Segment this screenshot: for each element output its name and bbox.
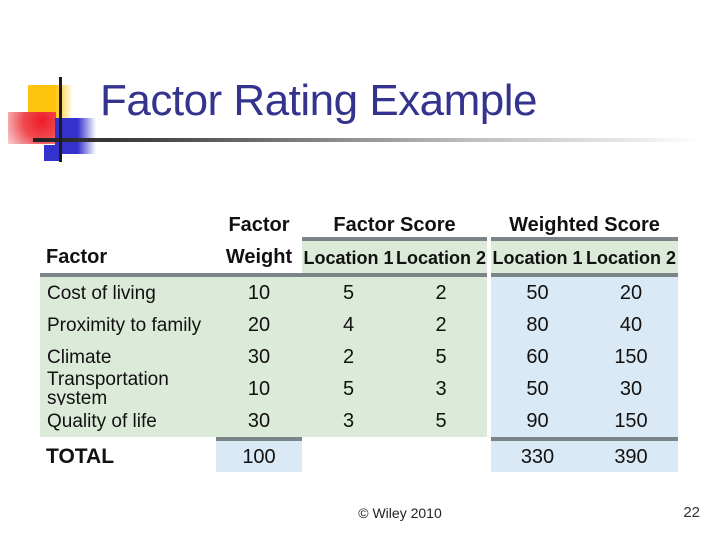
weighted-total-rule <box>491 437 678 441</box>
fs2-cell: 5 <box>395 341 487 373</box>
factor-weight-header-line2: Weight <box>225 246 293 268</box>
fs2-cell: 5 <box>395 405 487 437</box>
factor-rating-table: Factor Factor Score Weighted Score Facto… <box>40 205 678 472</box>
total-label: TOTAL <box>46 445 115 468</box>
weight-cell: 30 <box>216 341 302 373</box>
ws2-cell: 20 <box>584 277 678 309</box>
factor-cell: Proximity to family <box>40 309 216 341</box>
weight-cell: 10 <box>216 277 302 309</box>
ws-location2-header: Location 2 <box>584 241 678 273</box>
total-ws2-cell: 390 <box>584 441 678 472</box>
factor-score-group-header: Factor Score <box>302 205 487 241</box>
factor-cell: Quality of life <box>40 405 216 437</box>
weight-cell: 20 <box>216 309 302 341</box>
total-ws1-cell: 330 <box>491 441 584 472</box>
slide-title: Factor Rating Example <box>100 76 538 125</box>
factor-cell: Transportation system <box>40 370 216 408</box>
ws2-cell: 40 <box>584 309 678 341</box>
page-number: 22 <box>683 504 700 521</box>
fs1-cell: 3 <box>302 405 395 437</box>
factor-column-header: Factor <box>46 246 108 268</box>
total-weight-cell: 100 <box>216 441 302 472</box>
ws1-cell: 50 <box>491 277 584 309</box>
fs1-cell: 2 <box>302 341 395 373</box>
header-divider-rule-left <box>40 273 487 277</box>
fs1-cell: 5 <box>302 277 395 309</box>
decoration-blue-small-square <box>44 145 60 161</box>
ws2-cell: 150 <box>584 405 678 437</box>
ws1-cell: 50 <box>491 373 584 405</box>
decoration-vertical-line <box>59 77 62 162</box>
fs1-cell: 5 <box>302 373 395 405</box>
fs2-cell: 2 <box>395 309 487 341</box>
title-underline-rule <box>33 138 700 142</box>
footer-copyright: © Wiley 2010 <box>358 505 442 521</box>
ws2-cell: 150 <box>584 341 678 373</box>
factor-cell: Cost of living <box>40 277 216 309</box>
weight-cell: 10 <box>216 373 302 405</box>
ws1-cell: 60 <box>491 341 584 373</box>
weight-cell: 30 <box>216 405 302 437</box>
fs2-cell: 2 <box>395 277 487 309</box>
ws-location1-header: Location 1 <box>491 241 584 273</box>
ws2-cell: 30 <box>584 373 678 405</box>
fs-location1-header: Location 1 <box>302 241 395 273</box>
fs1-cell: 4 <box>302 309 395 341</box>
factor-cell: Climate <box>40 341 216 373</box>
header-divider-rule-right <box>491 273 678 277</box>
ws1-cell: 90 <box>491 405 584 437</box>
weighted-score-group-header: Weighted Score <box>491 205 678 241</box>
weight-total-rule <box>216 437 302 441</box>
fs-location2-header: Location 2 <box>395 241 487 273</box>
ws1-cell: 80 <box>491 309 584 341</box>
fs2-cell: 3 <box>395 373 487 405</box>
factor-weight-header-line1: Factor <box>228 214 290 236</box>
